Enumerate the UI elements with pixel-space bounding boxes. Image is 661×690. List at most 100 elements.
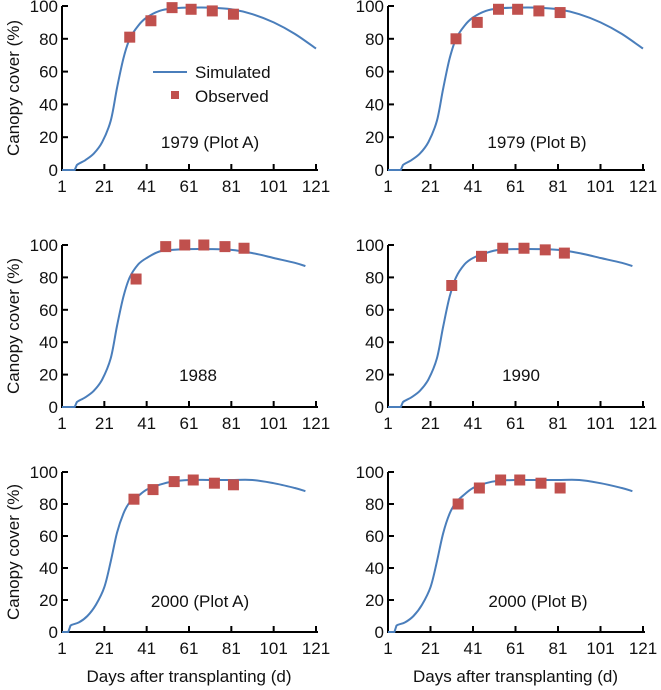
y-tick-label: 0 <box>375 161 384 180</box>
y-tick-label: 80 <box>39 495 58 514</box>
y-tick-label: 40 <box>39 559 58 578</box>
observed-point <box>476 250 487 262</box>
observed-point <box>179 239 191 251</box>
x-tick-label: 1 <box>57 177 66 196</box>
observed-point <box>187 474 199 486</box>
y-tick-label: 20 <box>39 366 58 385</box>
observed-point <box>185 3 197 15</box>
x-tick-label: 121 <box>302 639 330 658</box>
y-axis-label: Canopy cover (%) <box>4 258 23 394</box>
y-tick-label: 100 <box>356 0 384 16</box>
x-tick-label: 21 <box>421 639 440 658</box>
x-tick-label: 1 <box>383 414 392 433</box>
x-tick-label: 41 <box>464 177 483 196</box>
observed-point <box>206 5 218 17</box>
y-tick-label: 100 <box>30 0 58 16</box>
y-tick-label: 60 <box>39 63 58 82</box>
panel-label: 1988 <box>179 366 217 385</box>
observed-point <box>554 482 566 494</box>
y-tick-label: 60 <box>39 301 58 320</box>
x-tick-label: 61 <box>180 639 199 658</box>
y-tick-label: 40 <box>365 559 384 578</box>
observed-point <box>512 3 524 15</box>
y-tick-label: 80 <box>365 30 384 49</box>
simulated-series-line <box>387 478 633 634</box>
x-tick-label: 21 <box>95 414 114 433</box>
y-tick-label: 100 <box>30 463 58 482</box>
observed-point <box>227 479 239 491</box>
x-tick-label: 1 <box>383 177 392 196</box>
x-tick-label: 41 <box>137 639 156 658</box>
y-tick-label: 60 <box>365 63 384 82</box>
observed-point <box>497 242 509 254</box>
x-tick-label: 21 <box>421 414 440 433</box>
simulated-series-line <box>387 247 633 409</box>
x-tick-label: 81 <box>549 414 568 433</box>
observed-point <box>450 33 462 45</box>
y-tick-label: 0 <box>49 623 58 642</box>
observed-point <box>168 476 180 488</box>
y-tick-label: 20 <box>365 128 384 147</box>
x-axis-label: Days after transplanting (d) <box>86 667 291 686</box>
y-tick-label: 20 <box>39 591 58 610</box>
observed-point <box>160 241 172 253</box>
observed-point <box>208 477 220 489</box>
observed-point <box>198 239 210 251</box>
y-tick-label: 40 <box>365 95 384 114</box>
simulated-series-line <box>62 6 317 171</box>
legend-observed-swatch <box>171 91 179 99</box>
y-tick-label: 60 <box>365 301 384 320</box>
panel-label: 2000 (Plot B) <box>488 592 587 611</box>
x-tick-label: 121 <box>629 639 657 658</box>
panel-label: 1990 <box>502 366 540 385</box>
y-tick-label: 20 <box>365 366 384 385</box>
panel-label: 2000 (Plot A) <box>151 592 249 611</box>
x-tick-label: 1 <box>57 414 66 433</box>
x-tick-label: 61 <box>180 414 199 433</box>
x-tick-label: 121 <box>302 414 330 433</box>
x-tick-label: 101 <box>259 639 287 658</box>
observed-point <box>473 482 485 494</box>
panel-label: 1979 (Plot A) <box>161 133 259 152</box>
observed-point <box>514 474 526 486</box>
observed-point <box>130 273 142 285</box>
observed-point <box>558 247 570 259</box>
observed-point <box>128 493 140 505</box>
x-tick-label: 101 <box>259 414 287 433</box>
x-tick-label: 101 <box>586 639 614 658</box>
panel-label: 1979 (Plot B) <box>487 133 586 152</box>
y-tick-label: 100 <box>30 236 58 255</box>
simulated-series-line <box>388 6 644 171</box>
observed-point <box>533 5 545 17</box>
observed-point <box>446 280 458 291</box>
observed-point <box>471 16 483 28</box>
y-tick-label: 40 <box>39 95 58 114</box>
legend: Simulated Observed <box>153 63 271 106</box>
observed-point <box>238 242 250 254</box>
x-tick-label: 81 <box>222 639 241 658</box>
y-tick-label: 40 <box>365 333 384 352</box>
observed-point <box>219 241 231 253</box>
y-tick-label: 20 <box>39 128 58 147</box>
y-tick-label: 60 <box>365 527 384 546</box>
observed-point <box>535 477 547 489</box>
x-tick-label: 21 <box>95 177 114 196</box>
x-tick-label: 81 <box>222 177 241 196</box>
y-tick-label: 100 <box>356 463 384 482</box>
observed-point <box>493 3 504 15</box>
x-tick-label: 101 <box>259 177 287 196</box>
y-axis-label: Canopy cover (%) <box>4 20 23 156</box>
x-tick-label: 61 <box>180 177 199 196</box>
x-axis-label: Days after transplanting (d) <box>413 667 618 686</box>
x-tick-label: 21 <box>95 639 114 658</box>
observed-point <box>495 474 507 486</box>
y-tick-label: 0 <box>375 623 384 642</box>
x-tick-label: 121 <box>302 177 330 196</box>
x-tick-label: 21 <box>421 177 440 196</box>
x-tick-label: 81 <box>549 639 568 658</box>
